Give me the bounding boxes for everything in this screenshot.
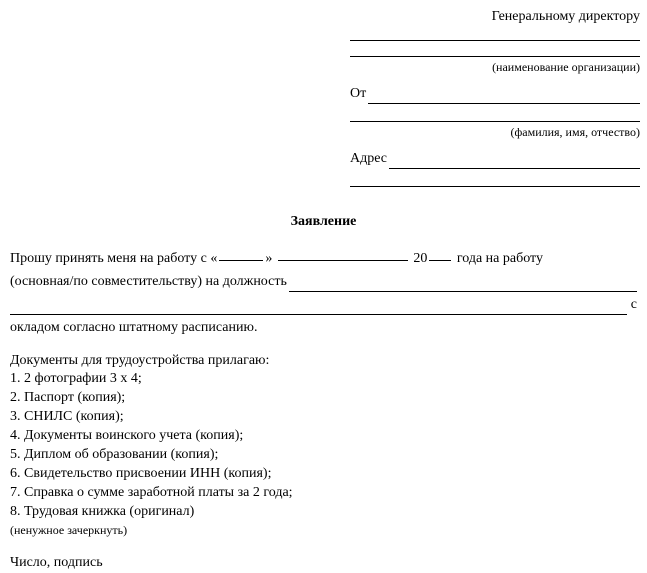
addr-row: Адрес (350, 150, 640, 169)
doc-item: 7. Справка о сумме заработной платы за 2… (10, 484, 637, 503)
line1-year-prefix: 20 (410, 251, 428, 266)
line1-after-year: года на работу (453, 251, 543, 266)
doc-item: 3. СНИЛС (копия); (10, 408, 637, 427)
position-blank-2 (10, 301, 627, 315)
doc-item: 1. 2 фотографии 3 х 4; (10, 370, 637, 389)
docs-heading: Документы для трудоустройства прилагаю: (10, 352, 637, 371)
docs-note: (ненужное зачеркнуть) (10, 522, 637, 538)
body-line-3: с (10, 296, 637, 315)
body-line-4: окладом согласно штатному расписанию. (10, 319, 637, 338)
org-line-1 (350, 27, 640, 41)
doc-item: 6. Свидетельство присвоении ИНН (копия); (10, 465, 637, 484)
doc-item: 8. Трудовая книжка (оригинал) (10, 503, 637, 522)
line1-after-day: » (265, 251, 272, 266)
position-blank-1 (289, 278, 637, 292)
org-hint: (наименование организации) (350, 59, 640, 75)
year-blank (429, 260, 451, 261)
signature-line: Число, подпись (10, 554, 637, 573)
body-line-1: Прошу принять меня на работу с « » 20 год… (10, 250, 637, 269)
doc-item: 2. Паспорт (копия); (10, 389, 637, 408)
from-label: От (350, 85, 366, 104)
body-paragraph: Прошу принять меня на работу с « » 20 год… (10, 250, 637, 338)
line2-prefix: (основная/по совместительству) на должно… (10, 273, 287, 292)
from-line-2 (350, 108, 640, 122)
org-line-2 (350, 43, 640, 57)
documents-section: Документы для трудоустройства прилагаю: … (10, 352, 637, 538)
day-blank (219, 260, 263, 261)
to-label: Генеральному директору (350, 8, 640, 27)
body-line-2: (основная/по совместительству) на должно… (10, 273, 637, 292)
addr-line-1 (389, 155, 640, 169)
addr-line-2 (350, 173, 640, 187)
month-blank (278, 260, 408, 261)
line3-suffix: с (631, 296, 637, 315)
doc-item: 5. Диплом об образовании (копия); (10, 446, 637, 465)
addr-label: Адрес (350, 150, 387, 169)
from-line-1 (368, 90, 640, 104)
header-block: Генеральному директору (наименование орг… (350, 8, 640, 187)
fio-hint: (фамилия, имя, отчество) (350, 124, 640, 140)
doc-item: 4. Документы воинского учета (копия); (10, 427, 637, 446)
from-row: От (350, 85, 640, 104)
document-title: Заявление (10, 213, 637, 232)
line1-prefix: Прошу принять меня на работу с « (10, 251, 217, 266)
